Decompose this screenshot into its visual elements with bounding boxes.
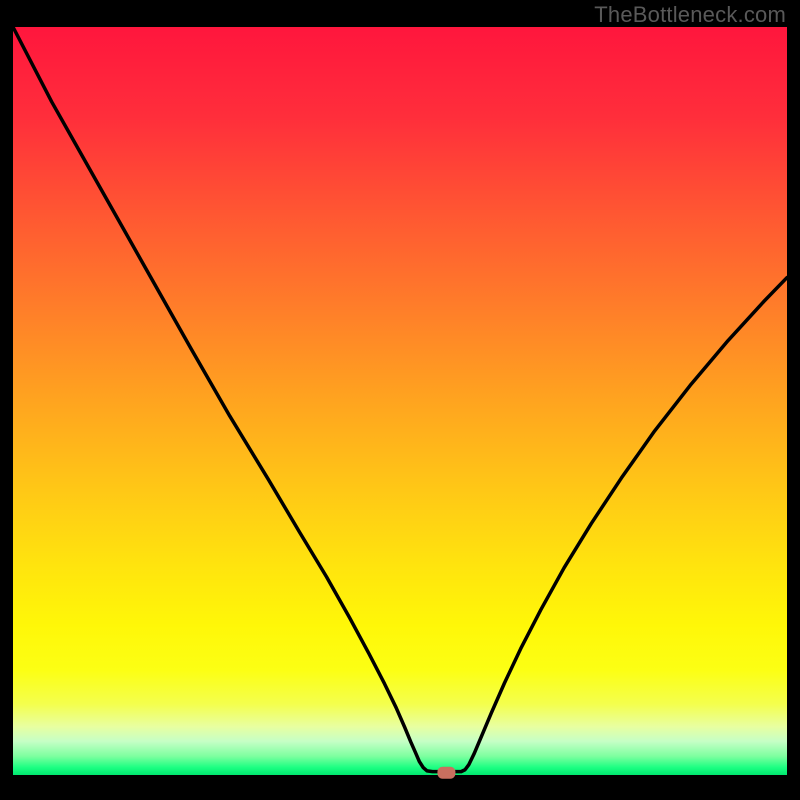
watermark-text: TheBottleneck.com bbox=[594, 2, 786, 28]
bottleneck-optimal-marker bbox=[437, 767, 455, 779]
bottleneck-chart bbox=[0, 0, 800, 800]
chart-background-gradient bbox=[13, 27, 787, 775]
